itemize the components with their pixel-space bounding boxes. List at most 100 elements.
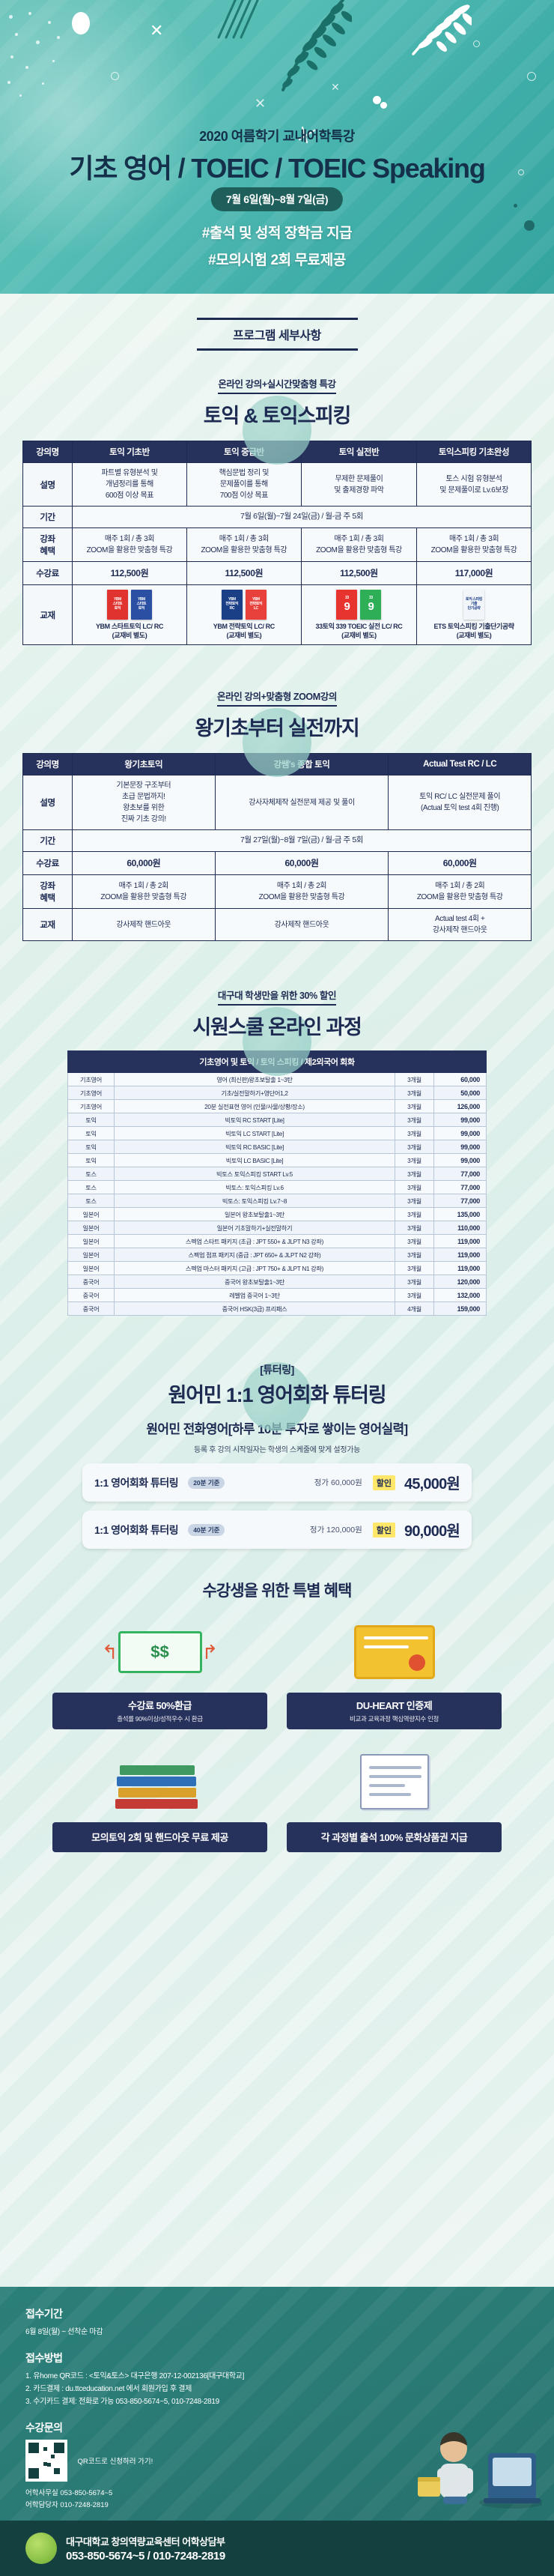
- zoom-desc-cell-2: 강사자체제작 실전문제 제공 및 풀이: [214, 775, 389, 831]
- table-row-fee: 수강료 60,000원 60,000원 60,000원: [22, 851, 532, 876]
- row-category: 토스: [67, 1194, 115, 1209]
- desc-line: (Actual 토익 test 4회 진행): [420, 804, 499, 813]
- row-period: 3개월: [395, 1180, 434, 1195]
- row-period: 3개월: [395, 1207, 434, 1222]
- benefit-sub: 비교과 교육과정 핵심역량지수 인정: [350, 1715, 439, 1723]
- toeic-course-table: 강의명 토익 기초반 토익 중급반 토익 실전반 토익스피킹 기초완성 설명 파…: [22, 441, 532, 646]
- book-number: 9: [368, 600, 374, 614]
- row-period: 3개월: [395, 1275, 434, 1289]
- zoom-book-cell-3: Actual test 4회 + 강사제작 핸드아웃: [388, 908, 532, 942]
- zoom-course-table: 강의명 왕기초토익 강쌤's 종합 토익 Actual Test RC / LC…: [22, 753, 532, 942]
- book-name: YBM 스타트토익 LC/ RC: [95, 623, 163, 630]
- tutoring-card-duration: 40분 기준: [188, 1523, 225, 1536]
- row-price: 99,000: [433, 1140, 487, 1155]
- book-note: (교재비 별도): [456, 632, 492, 640]
- book-line2: 전략토익: [225, 602, 239, 607]
- row-price: 99,000: [433, 1153, 487, 1168]
- row-category: 일본어: [67, 1221, 115, 1236]
- zoom-benefit-cell-3: 매주 1회 / 총 2회 ZOOM을 활용한 맞춤형 특강: [388, 874, 532, 910]
- benefit-line: ZOOM을 활용한 맞춤형 특강: [86, 546, 173, 554]
- benefit-cell-4: 매주 1회 / 총 3회 ZOOM을 활용한 맞춤형 특강: [416, 527, 532, 562]
- desc-cell-4: 토스 시험 유형분석 및 문제풀이로 Lv.6보장: [416, 462, 532, 507]
- book-line3: LC: [253, 605, 258, 611]
- white-leaf-dot-2: [380, 102, 387, 109]
- table-row: 토스 빅토스 토익스피킹 START Lv.5 3개월 77,000: [67, 1167, 487, 1182]
- row-period: 3개월: [395, 1126, 434, 1141]
- row-category: 일본어: [67, 1261, 115, 1276]
- book-covers: YBM 전략토익 RC YBM 전략토익 LC: [190, 590, 298, 620]
- benefit-item-mocktest: 모의토익 2회 및 핸드아웃 무료 제공: [52, 1746, 267, 1853]
- contact-lines: 어학사무실 053-850-5674~5 어학담당자 010-7248-2819: [25, 2488, 529, 2512]
- benefit-cell-3: 매주 1회 / 총 3회 ZOOM을 활용한 맞춤형 특강: [300, 527, 418, 562]
- table-row: 일본어 스펙업 마스터 패키지 (고급 : JPT 750+ & JLPT N1 …: [67, 1261, 487, 1276]
- desc-line: 초급 문법까지!: [122, 793, 165, 802]
- row-category: 토스: [67, 1180, 115, 1195]
- desc-line: 핵심문법 정리 및: [219, 469, 270, 477]
- heading-blob-decor: [243, 1007, 311, 1077]
- table-row: 중국어 레벨업 중국어 1~3탄 3개월 132,000: [67, 1288, 487, 1303]
- rowlabel-benefit: 강좌 혜택: [22, 874, 73, 910]
- row-period: 3개월: [395, 1072, 434, 1087]
- row-course: 빅토스 토익스피킹 START Lv.5: [114, 1167, 395, 1182]
- table-row: 토익 빅토익 RC BASIC [Lite] 3개월 99,000: [67, 1140, 487, 1155]
- seal-icon: [408, 1654, 425, 1672]
- benefit-line: ZOOM을 활용한 맞춤형 특강: [258, 893, 345, 902]
- rowlabel-fee: 수강료: [22, 561, 73, 585]
- book-name: ETS 토익스피킹 기출단기공략: [433, 623, 514, 630]
- row-price: 119,000: [433, 1261, 487, 1276]
- hero-stripes: [0, 0, 554, 294]
- desc-line: 왕초보를 위한: [123, 804, 165, 813]
- row-period: 3개월: [395, 1194, 434, 1209]
- benefit-label-line2: 혜택: [40, 894, 55, 904]
- book-cover-icon: YBM 전략토익 LC: [245, 590, 267, 620]
- row-course: 일본어 기초말하기+실전말하기: [114, 1221, 395, 1236]
- tutoring-bracket: [튜터링]: [260, 1364, 294, 1376]
- row-period: 3개월: [395, 1167, 434, 1182]
- dot-pattern-icon: [6, 10, 103, 108]
- hero-date-badge: 7월 6일(월)~8월 7일(금): [210, 187, 344, 211]
- apply-period-heading: 접수기간: [25, 2308, 63, 2320]
- book-line2: 전략토익: [249, 602, 263, 607]
- benefits-grid: ↰ $$ ↱ 수강료 50%환급 출석률 90%이상/성적우수 시 환급 DU-…: [52, 1616, 502, 1853]
- row-course: 일본어 왕초보탈출1~3탄: [114, 1207, 395, 1222]
- col-beginner-toeic: 왕기초토익: [72, 753, 216, 776]
- col-actual-test: Actual Test RC / LC: [388, 753, 532, 776]
- fern-leaf-icon-1: [217, 0, 259, 39]
- tutoring-heading-block: [튜터링] 원어민 1:1 영어회화 튜터링: [0, 1316, 554, 1432]
- document-shape: [359, 1754, 429, 1810]
- siwon-subtitle: 대구대 학생만을 위한 30% 할인: [217, 988, 337, 1006]
- rowlabel-fee: 수강료: [22, 851, 73, 876]
- apply-method-line-1: 1. 유home QR코드 : <토익&토스> 대구은행 207-12-0021…: [25, 2372, 245, 2380]
- book-line2: 스타트: [112, 602, 123, 607]
- zoom-fee-cell-1: 60,000원: [72, 851, 216, 876]
- row-period: 3개월: [395, 1086, 434, 1101]
- row-course: 빅토스: 토익스피킹 Lv.7~8: [114, 1194, 395, 1209]
- tutoring-card-40min[interactable]: 1:1 영어회화 튜터링 40분 기준 정가 120,000원 할인 90,00…: [82, 1511, 472, 1549]
- benefit-label-line1: 강좌: [40, 882, 55, 892]
- siwon-title: 시원스쿨 온라인 과정: [192, 1016, 362, 1039]
- rowlabel-benefit: 강좌 혜택: [22, 527, 73, 562]
- desc-line: 무제한 문제풀이: [335, 474, 383, 483]
- tutoring-card-20min[interactable]: 1:1 영어회화 튜터링 20분 기준 정가 60,000원 할인 45,000…: [82, 1463, 472, 1502]
- desc-line: 강사자체제작 실전문제 제공 및 풀이: [249, 798, 355, 807]
- row-price: 60,000: [433, 1072, 487, 1087]
- qr-code-icon[interactable]: [25, 2440, 67, 2482]
- fee-cell-3: 112,500원: [300, 561, 418, 585]
- row-course: 20분 실전표현 영어 (인물/사물/상황/장소): [114, 1099, 395, 1114]
- row-category: 토익: [67, 1140, 115, 1155]
- table-row-benefit: 강좌 혜택 매주 1회 / 총 2회 ZOOM을 활용한 맞춤형 특강 매주 1…: [22, 874, 532, 910]
- zoom-benefit-cell-1: 매주 1회 / 총 2회 ZOOM을 활용한 맞춤형 특강: [72, 874, 216, 910]
- row-course: 스펙업 스타트 패키지 (초급 : JPT 550+ & JLPT N3 강좌): [114, 1234, 395, 1249]
- footer-org-block: 대구대학교 창의역량교육센터 어학상담부 053-850-5674~5 / 01…: [66, 2534, 225, 2563]
- teal-dot-decor: [524, 220, 535, 231]
- university-logo-icon: [25, 2533, 57, 2564]
- book-covers: YBM 스타트 토익 YBM 스타트 토익: [76, 590, 183, 620]
- row-course: 중국어 HSK(3급) 프리패스: [114, 1301, 395, 1316]
- benefits-title: 수강생을 위한 특별 혜택: [202, 1582, 352, 1600]
- benefit-line: 매주 1회 / 총 3회: [334, 535, 384, 543]
- money-refund-icon: ↰ $$ ↱: [52, 1616, 267, 1688]
- book-line: 강사제작 핸드아웃: [432, 926, 487, 935]
- row-period: 3개월: [395, 1261, 434, 1276]
- fee-cell-2: 112,500원: [186, 561, 302, 585]
